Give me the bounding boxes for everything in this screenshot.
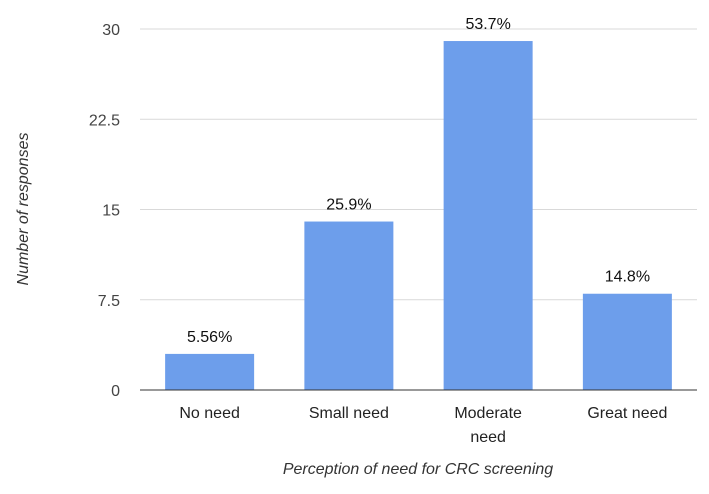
y-tick-label: 0: [111, 383, 120, 400]
y-axis-title: Number of responses: [15, 133, 32, 286]
bar: [165, 353, 255, 390]
data-label: 53.7%: [465, 16, 510, 33]
x-category-label: No need: [179, 405, 240, 422]
x-category-label: Moderate need: [454, 405, 522, 446]
data-labels: 5.56% 25.9% 53.7% 14.8%: [187, 16, 650, 346]
bar: [443, 41, 533, 391]
bar: [582, 293, 672, 390]
y-tick-label: 30: [102, 22, 120, 39]
x-axis-title: Perception of need for CRC screening: [283, 461, 553, 478]
y-tick-label: 15: [102, 203, 120, 220]
data-label: 25.9%: [326, 197, 371, 214]
x-category-label: Small need: [309, 405, 389, 422]
gridlines: [140, 28, 697, 301]
y-tick-label: 22.5: [89, 112, 120, 129]
x-category-label: Great need: [587, 405, 667, 422]
y-tick-label: 7.5: [98, 293, 120, 310]
bar: [304, 221, 394, 390]
data-label: 5.56%: [187, 329, 232, 346]
x-axis-categories: No need Small need Moderate need Great need: [179, 405, 667, 446]
y-axis-ticks: 0 7.5 15 22.5 30: [89, 22, 120, 400]
data-label: 14.8%: [605, 269, 650, 286]
bars: [165, 41, 672, 391]
